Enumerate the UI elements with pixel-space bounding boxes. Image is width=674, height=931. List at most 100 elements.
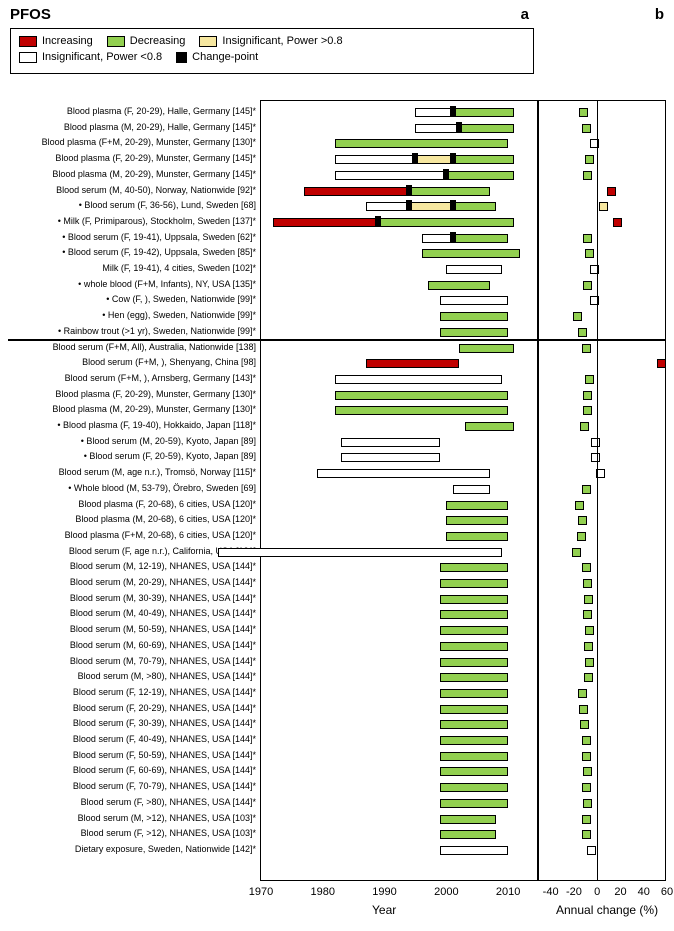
row-label: Blood serum (M, 40-50), Norway, Nationwi… bbox=[4, 185, 256, 195]
pct-marker bbox=[583, 799, 592, 808]
timeline-segment bbox=[428, 281, 490, 290]
timeline-segment bbox=[440, 799, 508, 808]
pct-marker bbox=[585, 249, 594, 258]
timeline-segment bbox=[378, 218, 514, 227]
legend: Increasing Decreasing Insignificant, Pow… bbox=[10, 28, 534, 74]
row-label: Blood serum (F, 40-49), NHANES, USA [144… bbox=[4, 734, 256, 744]
pct-marker bbox=[613, 218, 622, 227]
row-label: Blood plasma (F, 20-68), 6 cities, USA [… bbox=[4, 499, 256, 509]
change-point bbox=[450, 153, 456, 164]
pct-marker bbox=[579, 108, 588, 117]
pct-marker bbox=[583, 391, 592, 400]
timeline-segment bbox=[440, 752, 508, 761]
row-label: • Cow (F, ), Sweden, Nationwide [99]* bbox=[4, 294, 256, 304]
row-label: Blood serum (F+M, All), Australia, Natio… bbox=[4, 342, 256, 352]
row-label: Blood plasma (F+M, 20-68), 6 cities, USA… bbox=[4, 530, 256, 540]
row-label: • Blood plasma (F, 19-40), Hokkaido, Jap… bbox=[4, 420, 256, 430]
pct-marker bbox=[591, 438, 600, 447]
row-label: Blood serum (M, 20-29), NHANES, USA [144… bbox=[4, 577, 256, 587]
row-label: Blood plasma (M, 20-29), Halle, Germany … bbox=[4, 122, 256, 132]
timeline-segment bbox=[335, 406, 508, 415]
row-label: Blood serum (F, >80), NHANES, USA [144]* bbox=[4, 797, 256, 807]
timeline-segment bbox=[440, 579, 508, 588]
legend-item: Increasing bbox=[19, 35, 93, 47]
pct-marker bbox=[582, 485, 591, 494]
pct-marker bbox=[657, 359, 666, 368]
row-label: Blood serum (F, 50-59), NHANES, USA [144… bbox=[4, 750, 256, 760]
pct-marker bbox=[578, 516, 587, 525]
pct-marker bbox=[582, 124, 591, 133]
panel-label-a: a bbox=[521, 6, 529, 23]
row-label: Blood serum (F, >12), NHANES, USA [103]* bbox=[4, 828, 256, 838]
timeline-segment bbox=[218, 548, 502, 557]
timeline-chart: 19701980199020002010 bbox=[260, 100, 538, 881]
change-point bbox=[412, 153, 418, 164]
timeline-segment bbox=[440, 767, 508, 776]
timeline-segment bbox=[317, 469, 490, 478]
timeline-segment bbox=[453, 234, 509, 243]
timeline-segment bbox=[440, 312, 508, 321]
pct-marker bbox=[582, 830, 591, 839]
row-label: Blood serum (F+M, ), Shenyang, China [98… bbox=[4, 357, 256, 367]
timeline-segment bbox=[335, 139, 508, 148]
pct-marker bbox=[583, 171, 592, 180]
timeline-segment bbox=[446, 171, 514, 180]
timeline-segment bbox=[440, 563, 508, 572]
timeline-segment bbox=[335, 375, 502, 384]
row-label: Blood plasma (F+M, 20-29), Munster, Germ… bbox=[4, 137, 256, 147]
row-label: Blood serum (M, 40-49), NHANES, USA [144… bbox=[4, 608, 256, 618]
timeline-segment bbox=[366, 359, 459, 368]
row-label: Blood plasma (M, 20-29), Munster, German… bbox=[4, 404, 256, 414]
row-label: Blood serum (M, 12-19), NHANES, USA [144… bbox=[4, 561, 256, 571]
timeline-segment bbox=[459, 124, 515, 133]
row-label: Blood plasma (M, 20-29), Munster, German… bbox=[4, 169, 256, 179]
timeline-segment bbox=[446, 516, 508, 525]
pct-marker bbox=[583, 767, 592, 776]
row-label: Blood serum (M, 30-39), NHANES, USA [144… bbox=[4, 593, 256, 603]
timeline-segment bbox=[440, 610, 508, 619]
row-label: Blood serum (M, >12), NHANES, USA [103]* bbox=[4, 813, 256, 823]
pct-marker bbox=[578, 689, 587, 698]
change-point bbox=[375, 216, 381, 227]
pct-marker bbox=[585, 626, 594, 635]
pct-marker bbox=[579, 705, 588, 714]
timeline-segment bbox=[415, 108, 452, 117]
timeline-segment bbox=[440, 328, 508, 337]
timeline-segment bbox=[440, 720, 508, 729]
timeline-segment bbox=[409, 202, 452, 211]
pct-marker bbox=[582, 815, 591, 824]
pct-marker bbox=[582, 736, 591, 745]
change-point bbox=[456, 122, 462, 133]
zero-line bbox=[597, 101, 598, 880]
row-label: Dietary exposure, Sweden, Nationwide [14… bbox=[4, 844, 256, 854]
timeline-segment bbox=[459, 344, 515, 353]
pct-marker bbox=[591, 453, 600, 462]
timeline-segment bbox=[422, 234, 453, 243]
row-label: Blood serum (F, 70-79), NHANES, USA [144… bbox=[4, 781, 256, 791]
row-label: • Milk (F, Primiparous), Stockholm, Swed… bbox=[4, 216, 256, 226]
change-point bbox=[406, 200, 412, 211]
row-label: Blood serum (F, 20-29), NHANES, USA [144… bbox=[4, 703, 256, 713]
timeline-segment bbox=[341, 438, 440, 447]
timeline-segment bbox=[335, 155, 415, 164]
chart-title: PFOS bbox=[10, 6, 51, 23]
change-point bbox=[450, 232, 456, 243]
timeline-segment bbox=[465, 422, 514, 431]
legend-item: Decreasing bbox=[107, 35, 186, 47]
row-label: • Hen (egg), Sweden, Nationwide [99]* bbox=[4, 310, 256, 320]
pct-marker bbox=[584, 673, 593, 682]
timeline-segment bbox=[453, 155, 515, 164]
pct-marker bbox=[585, 375, 594, 384]
change-point bbox=[450, 106, 456, 117]
timeline-segment bbox=[335, 171, 446, 180]
timeline-segment bbox=[440, 830, 496, 839]
row-label: Blood serum (F, 60-69), NHANES, USA [144… bbox=[4, 765, 256, 775]
pct-marker bbox=[584, 642, 593, 651]
row-label: Blood plasma (F, 20-29), Munster, German… bbox=[4, 153, 256, 163]
pct-marker bbox=[599, 202, 608, 211]
timeline-segment bbox=[440, 658, 508, 667]
change-point bbox=[443, 169, 449, 180]
row-label: Blood plasma (F, 20-29), Munster, German… bbox=[4, 389, 256, 399]
pct-marker bbox=[587, 846, 596, 855]
timeline-segment bbox=[440, 296, 508, 305]
